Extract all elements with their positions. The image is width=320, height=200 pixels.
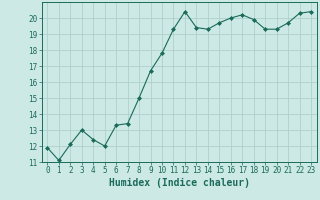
X-axis label: Humidex (Indice chaleur): Humidex (Indice chaleur) [109,178,250,188]
